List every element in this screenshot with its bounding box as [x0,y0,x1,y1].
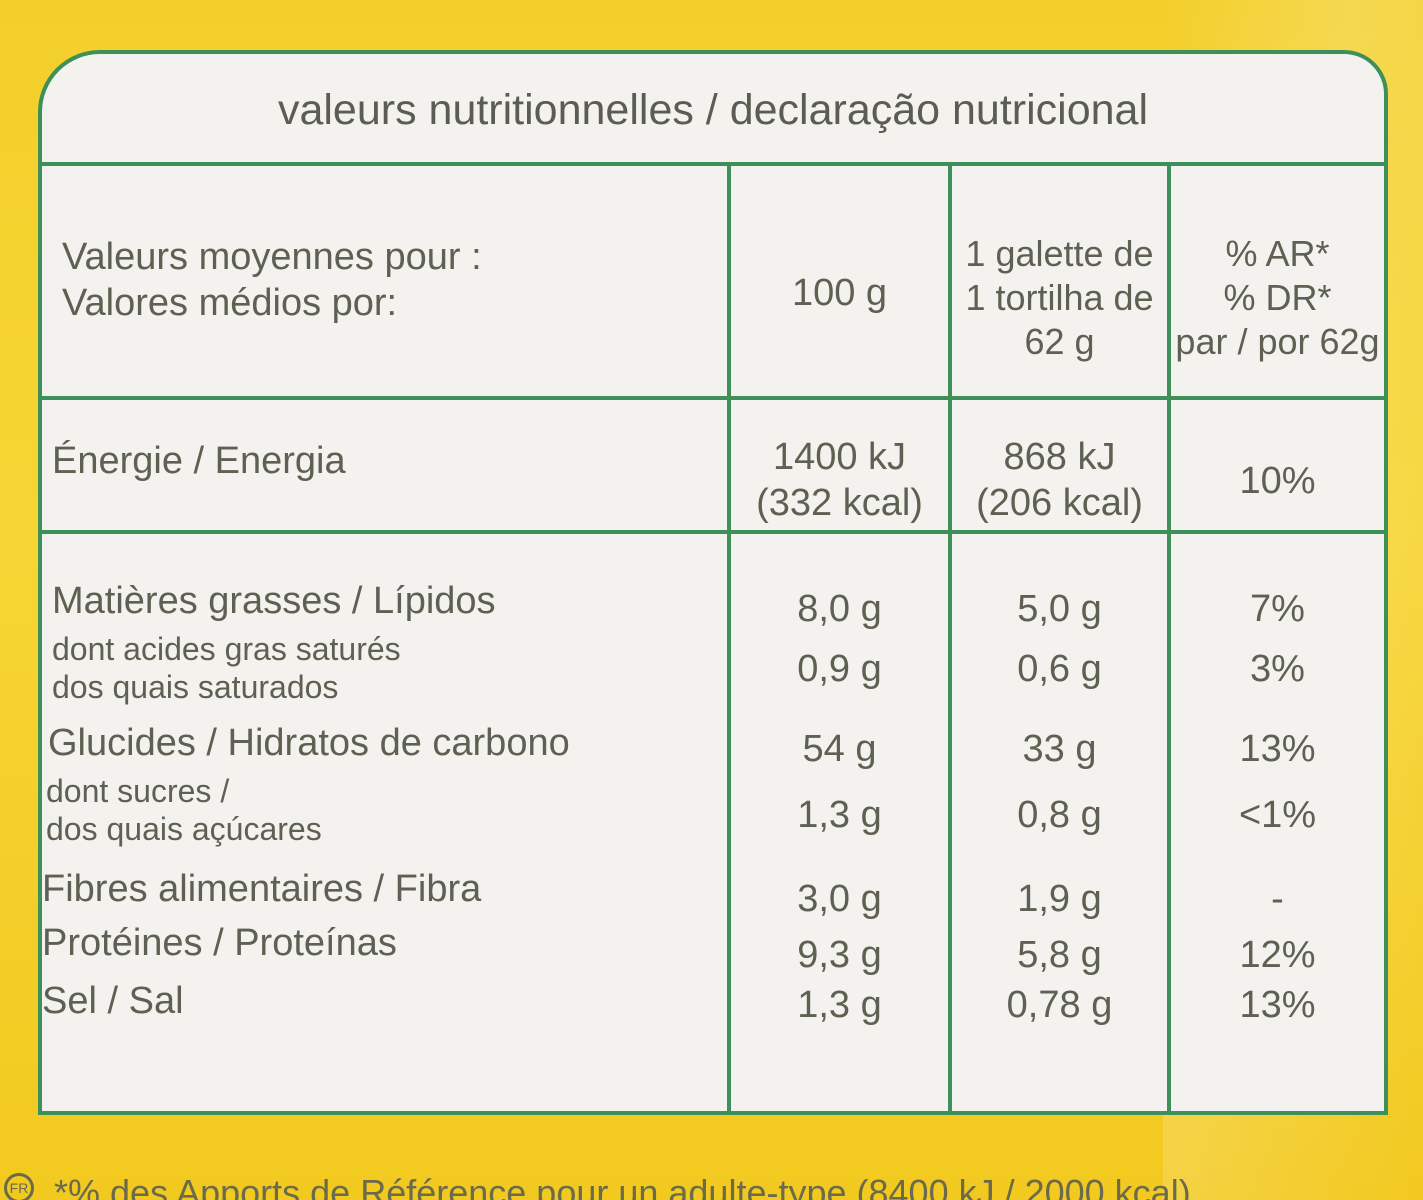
row-divider-energy [42,530,1384,534]
header-label: Valeurs moyennes pour : Valores médios p… [62,234,482,326]
column-divider-2 [948,166,952,1111]
row-label-fat: Matières grasses / Lípidos [52,580,496,622]
energy-portion-kj: 868 kJ [1003,436,1116,478]
header-label-pt: Valores médios por: [62,282,398,324]
language-badge: FR [4,1173,34,1200]
row-fibre-ri: - [1271,878,1284,920]
header-per-portion: 1 galette de 1 tortilha de 62 g [952,232,1167,364]
row-label-protein: Protéines / Proteínas [42,922,397,964]
header-portion-line-3: 62 g [1024,321,1095,362]
header-ri-line-1: % AR* [1225,233,1330,274]
header-per-100g: 100 g [791,272,888,314]
row-carbohydrates-portion: 33 g [1022,728,1097,770]
row-label-fibre: Fibres alimentaires / Fibra [42,868,482,910]
row-label-salt: Sel / Sal [42,980,184,1022]
row-protein-ri: 12% [1239,934,1316,976]
energy-per-portion: 868 kJ (206 kcal) [952,434,1167,526]
row-carbohydrates-ri: 13% [1239,728,1316,770]
row-saturates-ri: 3% [1250,648,1305,690]
row-fat-100g: 8,0 g [797,588,882,630]
row-label-sugars: dont sucres / dos quais açúcares [46,772,322,848]
energy-label: Énergie / Energia [52,440,346,482]
row-label-sugars-fr: dont sucres / [46,773,230,809]
row-sugars-portion: 0,8 g [1017,794,1102,836]
header-ri-line-3: par / por 62g [1175,321,1380,362]
row-fibre-portion: 1,9 g [1017,878,1102,920]
row-carbohydrates-100g: 54 g [802,728,877,770]
energy-portion-kcal: (206 kcal) [976,482,1143,524]
energy-100g-kj: 1400 kJ [772,436,907,478]
row-sugars-ri: <1% [1238,794,1317,836]
row-label-saturates-pt: dos quais saturados [52,669,339,705]
energy-ri: 10% [1239,460,1316,502]
row-fibre-100g: 3,0 g [797,878,882,920]
row-saturates-100g: 0,9 g [797,648,882,690]
column-divider-1 [727,166,731,1111]
footnote-text: *% des Apports de Référence pour un adul… [54,1172,1191,1200]
header-portion-line-1: 1 galette de [965,233,1154,274]
row-salt-portion: 0,78 g [1006,984,1113,1026]
row-salt-ri: 13% [1239,984,1316,1026]
row-fat-ri: 7% [1250,588,1305,630]
row-protein-100g: 9,3 g [797,934,882,976]
row-sugars-100g: 1,3 g [797,794,882,836]
energy-per-100g: 1400 kJ (332 kcal) [731,434,948,526]
table-title: valeurs nutritionnelles / declaração nut… [42,54,1384,166]
header-label-fr: Valeurs moyennes pour : [62,236,482,278]
row-saturates-portion: 0,6 g [1017,648,1102,690]
header-portion-line-2: 1 tortilha de [965,277,1154,318]
row-label-saturates: dont acides gras saturés dos quais satur… [52,630,401,706]
header-ri-line-2: % DR* [1223,277,1332,318]
column-divider-3 [1167,166,1171,1111]
row-salt-100g: 1,3 g [797,984,882,1026]
row-fat-portion: 5,0 g [1017,588,1102,630]
footnote: FR *% des Apports de Référence pour un a… [0,1165,1423,1200]
row-label-saturates-fr: dont acides gras saturés [52,631,401,667]
row-label-sugars-pt: dos quais açúcares [46,811,322,847]
energy-100g-kcal: (332 kcal) [756,482,923,524]
row-protein-portion: 5,8 g [1017,934,1102,976]
row-label-carbohydrates: Glucides / Hidratos de carbono [48,722,570,764]
nutrition-table: valeurs nutritionnelles / declaração nut… [38,50,1388,1115]
row-divider-header [42,396,1384,400]
header-reference-intake: % AR* % DR* par / por 62g [1171,232,1384,364]
